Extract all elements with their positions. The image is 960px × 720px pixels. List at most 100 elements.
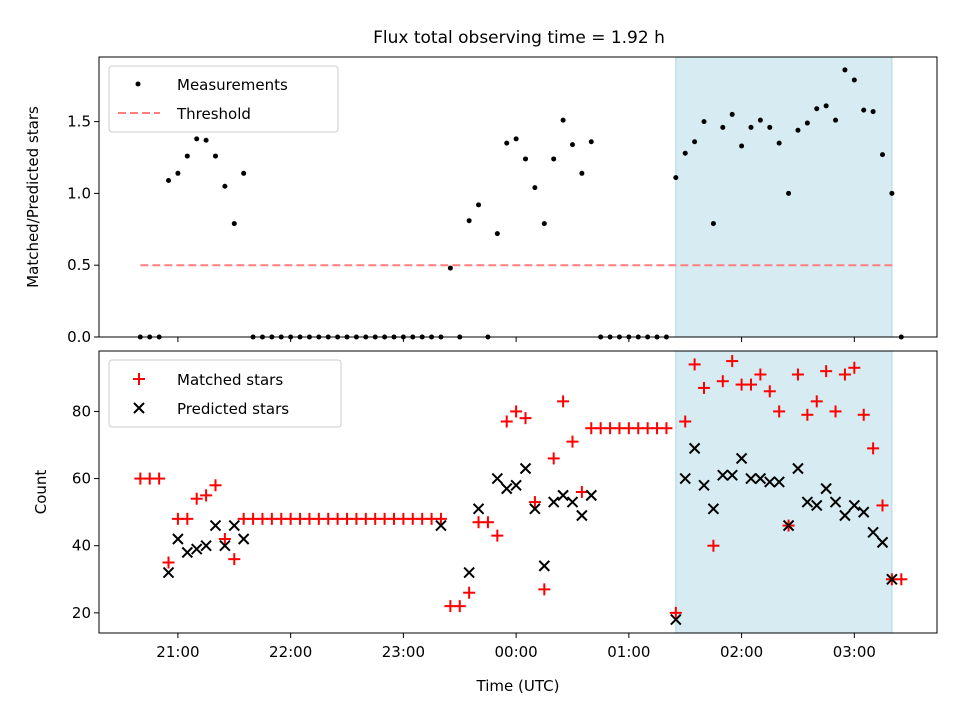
measurement-point — [767, 124, 773, 130]
top-ylabel: Matched/Predicted stars — [24, 106, 42, 288]
matched-point — [200, 489, 213, 502]
legend-matched-label: Matched stars — [177, 371, 283, 389]
matched-point — [838, 368, 851, 381]
matched-point — [829, 405, 842, 418]
matched-point — [190, 492, 203, 505]
x-tick-label: 01:00 — [607, 643, 650, 661]
measurement-point — [231, 221, 237, 227]
legend-matched-marker — [133, 373, 145, 385]
bottom-panel: 20 40 60 80 21:00 22:00 23:00 00:00 01:00 02:00 0… — [32, 350, 938, 695]
predicted-point — [491, 472, 504, 485]
top-marks — [137, 67, 904, 340]
y-tick-label: 0.0 — [67, 328, 91, 346]
measurement-point — [532, 185, 538, 191]
legend-predicted-label: Predicted stars — [177, 400, 289, 418]
matched-point — [754, 368, 767, 381]
x-tick-label: 23:00 — [382, 643, 425, 661]
predicted-point — [463, 566, 475, 579]
measurement-point — [804, 120, 810, 126]
predicted-point — [472, 503, 485, 515]
measurement-point — [851, 77, 857, 83]
top-panel: 0.0 0.5 1.0 1.5 Matched/Predicted stars Mea… — [24, 56, 938, 346]
matched-point — [434, 512, 447, 525]
shaded-span-rect — [675, 350, 893, 634]
matched-point — [857, 408, 870, 421]
matched-point — [810, 395, 823, 408]
predicted-point — [867, 526, 879, 538]
predicted-point — [698, 479, 710, 491]
x-tick-label: 00:00 — [495, 643, 538, 661]
predicted-point — [820, 482, 832, 495]
measurement-point — [814, 106, 820, 112]
measurement-point — [757, 117, 763, 123]
y-tick-label: 0.5 — [67, 256, 91, 274]
matched-point — [716, 375, 729, 388]
matched-point — [763, 385, 776, 398]
predicted-point — [181, 546, 194, 559]
predicted-point — [529, 503, 541, 515]
measurement-point — [710, 221, 716, 227]
matched-point — [538, 583, 551, 596]
predicted-point — [773, 476, 785, 488]
predicted-point — [576, 509, 588, 522]
shaded-span-rect — [675, 56, 893, 338]
predicted-point — [435, 519, 447, 532]
predicted-point — [547, 496, 560, 508]
matched-point — [848, 361, 861, 374]
predicted-point — [585, 489, 597, 502]
matched-point — [162, 556, 175, 569]
predicted-point — [764, 476, 776, 488]
top-legend: Measurements Threshold — [108, 65, 339, 133]
measurement-point — [889, 190, 895, 196]
y-tick-label: 1.5 — [67, 113, 91, 131]
matched-point — [453, 600, 466, 613]
predicted-point — [848, 499, 861, 512]
top-shaded-span — [675, 56, 893, 338]
bottom-x-ticks: 21:00 22:00 23:00 00:00 01:00 02:00 03:00 — [156, 633, 876, 661]
top-y-ticks: 0.0 0.5 1.0 1.5 — [67, 113, 99, 346]
matched-point — [463, 586, 476, 599]
bottom-axes-frame — [98, 350, 938, 634]
matched-point — [820, 365, 833, 378]
matched-point — [218, 533, 231, 545]
legend-measurements-marker — [135, 81, 141, 87]
bottom-marks — [134, 355, 908, 626]
predicted-point — [200, 540, 212, 552]
matched-point — [491, 529, 504, 542]
measurement-point — [466, 218, 472, 224]
matched-point — [876, 499, 889, 512]
measurement-point — [701, 119, 707, 125]
predicted-point — [782, 519, 795, 532]
measurement-point — [823, 103, 829, 109]
predicted-point — [801, 496, 814, 508]
predicted-point — [557, 489, 569, 502]
predicted-point — [679, 472, 691, 485]
predicted-point — [829, 496, 842, 508]
matched-point — [660, 422, 673, 435]
measurement-point — [569, 142, 575, 148]
x-tick-label: 21:00 — [156, 643, 199, 661]
matched-point — [510, 405, 523, 418]
predicted-point — [162, 566, 175, 579]
predicted-point — [707, 503, 720, 515]
measurement-point — [870, 109, 876, 115]
predicted-point — [726, 469, 738, 481]
measurement-point — [447, 265, 453, 271]
predicted-point — [688, 442, 701, 455]
legend-predicted-marker — [133, 402, 145, 414]
predicted-point — [717, 469, 729, 481]
measurement-point — [776, 140, 782, 146]
y-tick-label: 1.0 — [67, 184, 91, 202]
measurement-point — [673, 175, 679, 181]
measurement-point — [175, 170, 181, 176]
matched-point — [519, 412, 532, 425]
predicted-point — [735, 452, 748, 465]
predicted-point — [190, 543, 203, 555]
measurement-point — [786, 190, 792, 196]
matched-point — [228, 553, 241, 566]
predicted-point — [172, 533, 184, 545]
matched-point — [726, 355, 739, 368]
matched-point — [181, 512, 194, 525]
x-axis-label: Time (UTC) — [476, 677, 560, 695]
